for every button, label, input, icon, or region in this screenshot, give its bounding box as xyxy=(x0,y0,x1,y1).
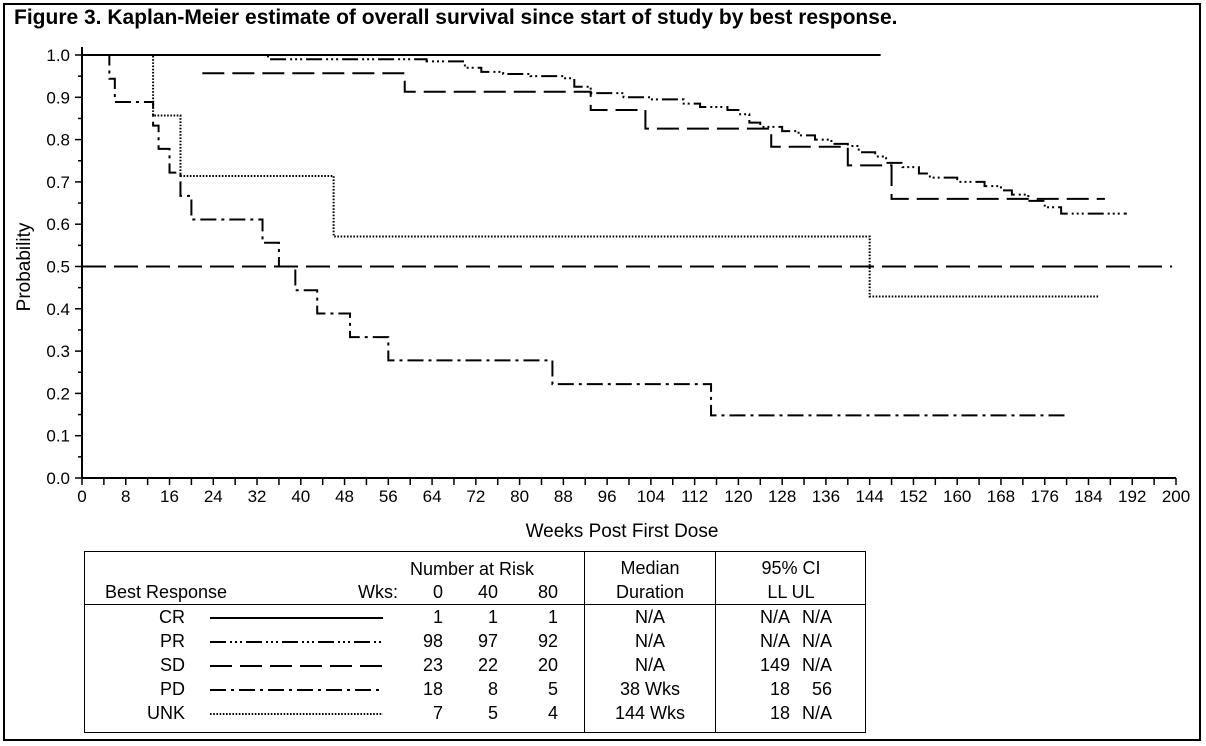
wks-40: 40 xyxy=(477,582,498,602)
x-tick-label: 192 xyxy=(1118,487,1146,506)
chart-axes: 0 8 16 24 32 40 48 56 64 72 80 88 96 104 112 120 128 136 1… xyxy=(46,46,1190,506)
x-tick-label: 168 xyxy=(987,487,1015,506)
chart-curves xyxy=(82,54,1127,417)
risk-wk80: 1 xyxy=(547,607,558,627)
median-label: Median xyxy=(620,558,680,578)
x-tick-label: 96 xyxy=(598,487,617,506)
ci-upper: N/A xyxy=(801,607,832,627)
x-tick-label: 8 xyxy=(121,487,130,506)
ci-upper: N/A xyxy=(801,703,832,723)
y-tick-label: 0.3 xyxy=(46,342,70,361)
risk-wk80: 20 xyxy=(537,655,558,675)
y-axis-label: Probability xyxy=(14,222,35,311)
y-tick-label: 0.4 xyxy=(46,300,70,319)
x-tick-label: 112 xyxy=(681,487,708,506)
legend-series-name: CR xyxy=(159,607,185,627)
risk-wk40: 1 xyxy=(487,607,498,627)
risk-wk80: 5 xyxy=(547,679,558,699)
legend-divider xyxy=(715,552,716,733)
risk-wk40: 22 xyxy=(477,655,498,675)
ci-lower: 18 xyxy=(769,679,790,699)
ci-upper: 56 xyxy=(811,679,832,699)
x-tick-label: 48 xyxy=(335,487,354,506)
ci-upper: N/A xyxy=(801,631,832,651)
x-tick-label: 88 xyxy=(554,487,573,506)
median-duration: N/A xyxy=(634,631,665,651)
best-response-label: Best Response xyxy=(105,582,228,602)
y-tick-label: 0.5 xyxy=(46,258,70,277)
legend-series-name: UNK xyxy=(146,703,185,723)
ci-label: 95% CI xyxy=(761,558,821,578)
x-tick-label: 32 xyxy=(248,487,267,506)
wks-80: 80 xyxy=(537,582,558,602)
risk-wk80: 4 xyxy=(547,703,558,723)
x-tick-label: 40 xyxy=(291,487,310,506)
y-tick-label: 0.8 xyxy=(46,131,70,150)
median-duration: 144 Wks xyxy=(614,703,686,723)
figure-title: Figure 3. Kaplan-Meier estimate of overa… xyxy=(14,6,898,29)
y-tick-label: 0.2 xyxy=(46,384,70,403)
ci-lower: N/A xyxy=(759,607,790,627)
x-tick-label: 56 xyxy=(379,487,398,506)
legend-header-rule xyxy=(85,604,865,605)
y-tick-label: 0.0 xyxy=(46,469,70,488)
risk-wk40: 8 xyxy=(487,679,498,699)
x-tick-label: 0 xyxy=(77,487,86,506)
y-tick-label: 1.0 xyxy=(46,46,70,65)
legend-series-name: PD xyxy=(159,679,185,699)
risk-wk0: 23 xyxy=(422,655,443,675)
x-tick-label: 128 xyxy=(768,487,796,506)
series-unk-curve xyxy=(147,54,1100,298)
risk-wk40: 97 xyxy=(477,631,498,651)
duration-label: Duration xyxy=(615,582,685,602)
x-tick-label: 24 xyxy=(204,487,223,506)
x-tick-label: 16 xyxy=(160,487,179,506)
number-at-risk-label: Number at Risk xyxy=(410,559,535,579)
x-tick-label: 160 xyxy=(943,487,971,506)
x-tick-label: 104 xyxy=(637,487,665,506)
x-tick-label: 200 xyxy=(1162,487,1190,506)
x-tick-label: 152 xyxy=(899,487,927,506)
legend-series-name: SD xyxy=(159,655,185,675)
risk-wk40: 5 xyxy=(487,703,498,723)
y-tick-label: 0.9 xyxy=(46,88,70,107)
figure-frame xyxy=(3,3,1201,741)
risk-wk0: 18 xyxy=(422,679,443,699)
ci-lower: 149 xyxy=(759,655,790,675)
x-tick-label: 176 xyxy=(1031,487,1059,506)
series-pd-curve xyxy=(103,54,1067,417)
legend-line-samples xyxy=(210,617,383,715)
ll-ul-label: LL UL xyxy=(767,582,815,602)
risk-wk0: 98 xyxy=(422,631,443,651)
ci-lower: 18 xyxy=(769,703,790,723)
x-tick-label: 136 xyxy=(812,487,840,506)
x-tick-label: 144 xyxy=(855,487,883,506)
x-axis-label: Weeks Post First Dose xyxy=(526,521,719,542)
x-tick-label: 120 xyxy=(724,487,752,506)
series-pr-curve xyxy=(202,54,1127,215)
km-chart: 0 8 16 24 32 40 48 56 64 72 80 88 96 104 112 120 128 136 1… xyxy=(14,46,1190,542)
ci-lower: N/A xyxy=(759,631,790,651)
wks-label: Wks: xyxy=(358,582,398,602)
wks-0: 0 xyxy=(432,582,443,602)
legend-series-name: PR xyxy=(159,631,185,651)
legend-divider xyxy=(584,552,585,733)
x-tick-label: 80 xyxy=(510,487,529,506)
ci-upper: N/A xyxy=(801,655,832,675)
risk-wk0: 1 xyxy=(432,607,443,627)
risk-wk0: 7 xyxy=(432,703,443,723)
y-tick-label: 0.7 xyxy=(46,173,70,192)
median-duration: 38 Wks xyxy=(619,679,680,699)
x-tick-label: 72 xyxy=(466,487,485,506)
series-sd-curve xyxy=(202,72,1105,200)
y-tick-label: 0.6 xyxy=(46,215,70,234)
risk-wk80: 92 xyxy=(537,631,558,651)
x-tick-label: 184 xyxy=(1074,487,1102,506)
x-tick-label: 64 xyxy=(423,487,442,506)
median-duration: N/A xyxy=(634,607,665,627)
y-tick-label: 0.1 xyxy=(46,427,70,446)
median-duration: N/A xyxy=(634,655,665,675)
legend-table: Number at Risk Best Response Wks: 0 40 8… xyxy=(84,551,866,733)
